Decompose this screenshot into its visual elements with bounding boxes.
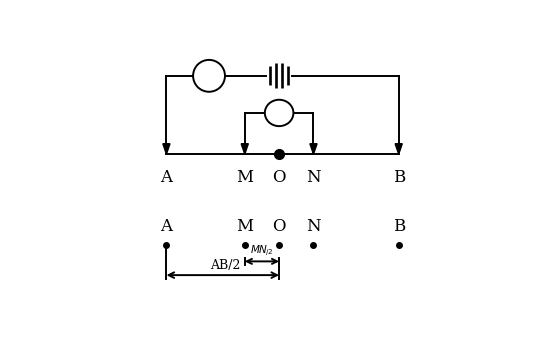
Text: A: A xyxy=(203,67,215,84)
Polygon shape xyxy=(241,144,249,154)
Text: B: B xyxy=(393,218,405,235)
Text: O: O xyxy=(272,218,286,235)
Text: M: M xyxy=(236,169,254,186)
Text: O: O xyxy=(272,169,286,186)
Polygon shape xyxy=(163,144,170,154)
Text: N: N xyxy=(306,218,321,235)
Polygon shape xyxy=(395,144,402,154)
Text: AB/2: AB/2 xyxy=(210,259,241,272)
Text: M: M xyxy=(236,218,254,235)
Polygon shape xyxy=(310,144,317,154)
Text: $MN_{\!/2}$: $MN_{\!/2}$ xyxy=(250,244,274,259)
Text: A: A xyxy=(161,169,172,186)
Text: V: V xyxy=(274,106,285,120)
Circle shape xyxy=(193,60,225,92)
Text: B: B xyxy=(393,169,405,186)
Ellipse shape xyxy=(265,100,293,126)
Text: A: A xyxy=(161,218,172,235)
Text: N: N xyxy=(306,169,321,186)
